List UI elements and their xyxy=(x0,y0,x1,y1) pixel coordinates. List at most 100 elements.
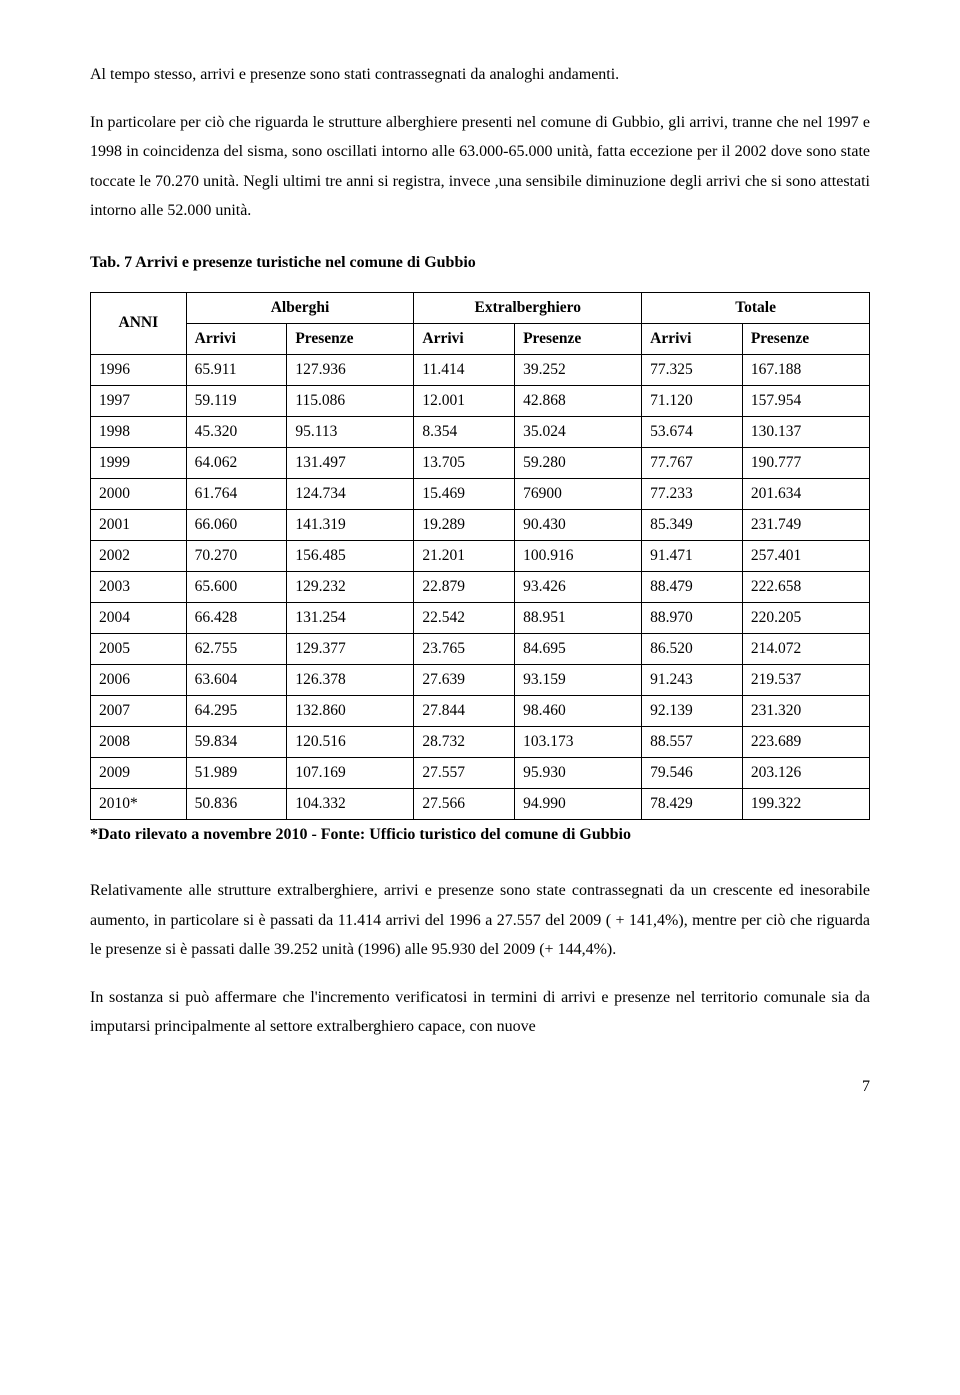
data-cell: 90.430 xyxy=(515,509,642,540)
table-row: 200859.834120.51628.732103.17388.557223.… xyxy=(91,726,870,757)
data-cell: 130.137 xyxy=(742,416,869,447)
data-cell: 103.173 xyxy=(515,726,642,757)
data-cell: 222.658 xyxy=(742,571,869,602)
data-cell: 64.062 xyxy=(186,447,287,478)
data-cell: 62.755 xyxy=(186,633,287,664)
table-row: 199845.32095.1138.35435.02453.674130.137 xyxy=(91,416,870,447)
data-cell: 98.460 xyxy=(515,695,642,726)
year-cell: 2001 xyxy=(91,509,187,540)
table-row: 200562.755129.37723.76584.69586.520214.0… xyxy=(91,633,870,664)
data-cell: 157.954 xyxy=(742,385,869,416)
year-cell: 1997 xyxy=(91,385,187,416)
data-cell: 156.485 xyxy=(287,540,414,571)
table-row: 200166.060141.31919.28990.43085.349231.7… xyxy=(91,509,870,540)
table-row: 200270.270156.48521.201100.91691.471257.… xyxy=(91,540,870,571)
data-cell: 66.428 xyxy=(186,602,287,633)
body-paragraph-4: In sostanza si può affermare che l'incre… xyxy=(90,983,870,1042)
subheader-cell: Arrivi xyxy=(414,323,515,354)
data-cell: 8.354 xyxy=(414,416,515,447)
data-cell: 88.970 xyxy=(642,602,743,633)
table-footnote: *Dato rilevato a novembre 2010 - Fonte: … xyxy=(90,826,870,844)
year-cell: 2004 xyxy=(91,602,187,633)
body-paragraph-3: Relativamente alle strutture extralbergh… xyxy=(90,876,870,965)
data-cell: 22.879 xyxy=(414,571,515,602)
data-cell: 50.836 xyxy=(186,788,287,819)
year-cell: 2000 xyxy=(91,478,187,509)
data-cell: 59.280 xyxy=(515,447,642,478)
subheader-cell: Presenze xyxy=(742,323,869,354)
year-cell: 1999 xyxy=(91,447,187,478)
data-cell: 141.319 xyxy=(287,509,414,540)
year-cell: 2009 xyxy=(91,757,187,788)
data-cell: 13.705 xyxy=(414,447,515,478)
data-cell: 39.252 xyxy=(515,354,642,385)
table-title: Tab. 7 Arrivi e presenze turistiche nel … xyxy=(90,254,870,272)
data-cell: 27.844 xyxy=(414,695,515,726)
data-cell: 77.767 xyxy=(642,447,743,478)
header-anni: ANNI xyxy=(91,292,187,354)
data-cell: 95.930 xyxy=(515,757,642,788)
intro-paragraph-1: Al tempo stesso, arrivi e presenze sono … xyxy=(90,60,870,90)
data-cell: 115.086 xyxy=(287,385,414,416)
data-cell: 51.989 xyxy=(186,757,287,788)
subheader-cell: Arrivi xyxy=(642,323,743,354)
data-cell: 88.951 xyxy=(515,602,642,633)
data-cell: 100.916 xyxy=(515,540,642,571)
year-cell: 1998 xyxy=(91,416,187,447)
data-cell: 71.120 xyxy=(642,385,743,416)
year-cell: 2007 xyxy=(91,695,187,726)
data-cell: 27.639 xyxy=(414,664,515,695)
table-row: 200365.600129.23222.87993.42688.479222.6… xyxy=(91,571,870,602)
table-row: 199665.911127.93611.41439.25277.325167.1… xyxy=(91,354,870,385)
data-cell: 65.911 xyxy=(186,354,287,385)
data-cell: 129.232 xyxy=(287,571,414,602)
data-cell: 59.834 xyxy=(186,726,287,757)
header-totale: Totale xyxy=(642,292,870,323)
data-cell: 220.205 xyxy=(742,602,869,633)
data-cell: 94.990 xyxy=(515,788,642,819)
data-cell: 53.674 xyxy=(642,416,743,447)
data-cell: 131.254 xyxy=(287,602,414,633)
table-row: 200663.604126.37827.63993.15991.243219.5… xyxy=(91,664,870,695)
data-cell: 86.520 xyxy=(642,633,743,664)
data-cell: 79.546 xyxy=(642,757,743,788)
year-cell: 2003 xyxy=(91,571,187,602)
data-cell: 231.320 xyxy=(742,695,869,726)
data-cell: 104.332 xyxy=(287,788,414,819)
data-cell: 77.233 xyxy=(642,478,743,509)
data-cell: 257.401 xyxy=(742,540,869,571)
data-cell: 95.113 xyxy=(287,416,414,447)
table-sub-header-row: Arrivi Presenze Arrivi Presenze Arrivi P… xyxy=(91,323,870,354)
table-row: 200764.295132.86027.84498.46092.139231.3… xyxy=(91,695,870,726)
data-cell: 126.378 xyxy=(287,664,414,695)
header-alberghi: Alberghi xyxy=(186,292,414,323)
data-cell: 120.516 xyxy=(287,726,414,757)
table-row: 199964.062131.49713.70559.28077.767190.7… xyxy=(91,447,870,478)
data-cell: 45.320 xyxy=(186,416,287,447)
data-cell: 63.604 xyxy=(186,664,287,695)
data-cell: 132.860 xyxy=(287,695,414,726)
tourism-table: ANNI Alberghi Extralberghiero Totale Arr… xyxy=(90,292,870,820)
data-cell: 201.634 xyxy=(742,478,869,509)
data-cell: 66.060 xyxy=(186,509,287,540)
subheader-cell: Presenze xyxy=(287,323,414,354)
intro-paragraph-2: In particolare per ciò che riguarda le s… xyxy=(90,108,870,226)
table-row: 200466.428131.25422.54288.95188.970220.2… xyxy=(91,602,870,633)
data-cell: 85.349 xyxy=(642,509,743,540)
data-cell: 65.600 xyxy=(186,571,287,602)
subheader-cell: Arrivi xyxy=(186,323,287,354)
data-cell: 167.188 xyxy=(742,354,869,385)
year-cell: 2006 xyxy=(91,664,187,695)
data-cell: 27.557 xyxy=(414,757,515,788)
data-cell: 124.734 xyxy=(287,478,414,509)
data-cell: 35.024 xyxy=(515,416,642,447)
data-cell: 27.566 xyxy=(414,788,515,819)
year-cell: 1996 xyxy=(91,354,187,385)
data-cell: 131.497 xyxy=(287,447,414,478)
data-cell: 77.325 xyxy=(642,354,743,385)
data-cell: 91.471 xyxy=(642,540,743,571)
year-cell: 2010* xyxy=(91,788,187,819)
data-cell: 93.426 xyxy=(515,571,642,602)
data-cell: 92.139 xyxy=(642,695,743,726)
data-cell: 231.749 xyxy=(742,509,869,540)
